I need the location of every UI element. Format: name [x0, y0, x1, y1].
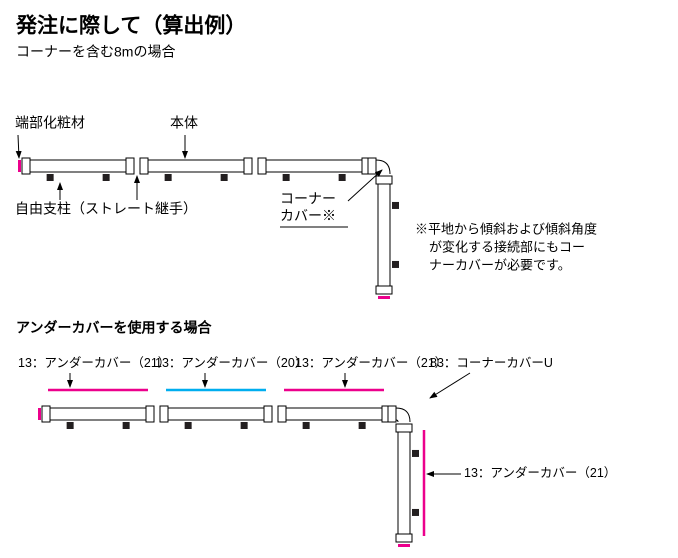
end-cap: [378, 296, 390, 299]
label-corner-cover: コーナー: [280, 190, 336, 206]
svg-text:が変化する接続部にもコー: が変化する接続部にもコー: [429, 240, 585, 255]
subtitle: コーナーを含む8mの場合: [16, 43, 175, 59]
label-undercover: 13：アンダーカバー（21）: [295, 355, 447, 370]
svg-text:ナーカバーが必要です。: ナーカバーが必要です。: [429, 258, 571, 273]
end-cap: [18, 160, 21, 172]
label-undercover: 13：アンダーカバー（21）: [18, 355, 170, 370]
label-undercover: 13：アンダーカバー（20）: [155, 355, 307, 370]
end-cap: [398, 544, 410, 547]
label-free-post: 自由支柱（ストレート継手）: [15, 200, 197, 216]
end-cap: [38, 408, 41, 420]
label-undercover-vertical: 13：アンダーカバー（21）: [464, 465, 616, 480]
svg-text:カバー※: カバー※: [280, 207, 336, 223]
note-line: ※平地から傾斜および傾斜角度: [415, 222, 597, 237]
label-corner-cover-u: 83：コーナーカバーU: [430, 356, 553, 370]
label-body: 本体: [170, 114, 198, 130]
title: 発注に際して（算出例）: [15, 13, 246, 37]
label-end-cap: 端部化粧材: [15, 114, 85, 130]
under-title: アンダーカバーを使用する場合: [16, 319, 212, 335]
